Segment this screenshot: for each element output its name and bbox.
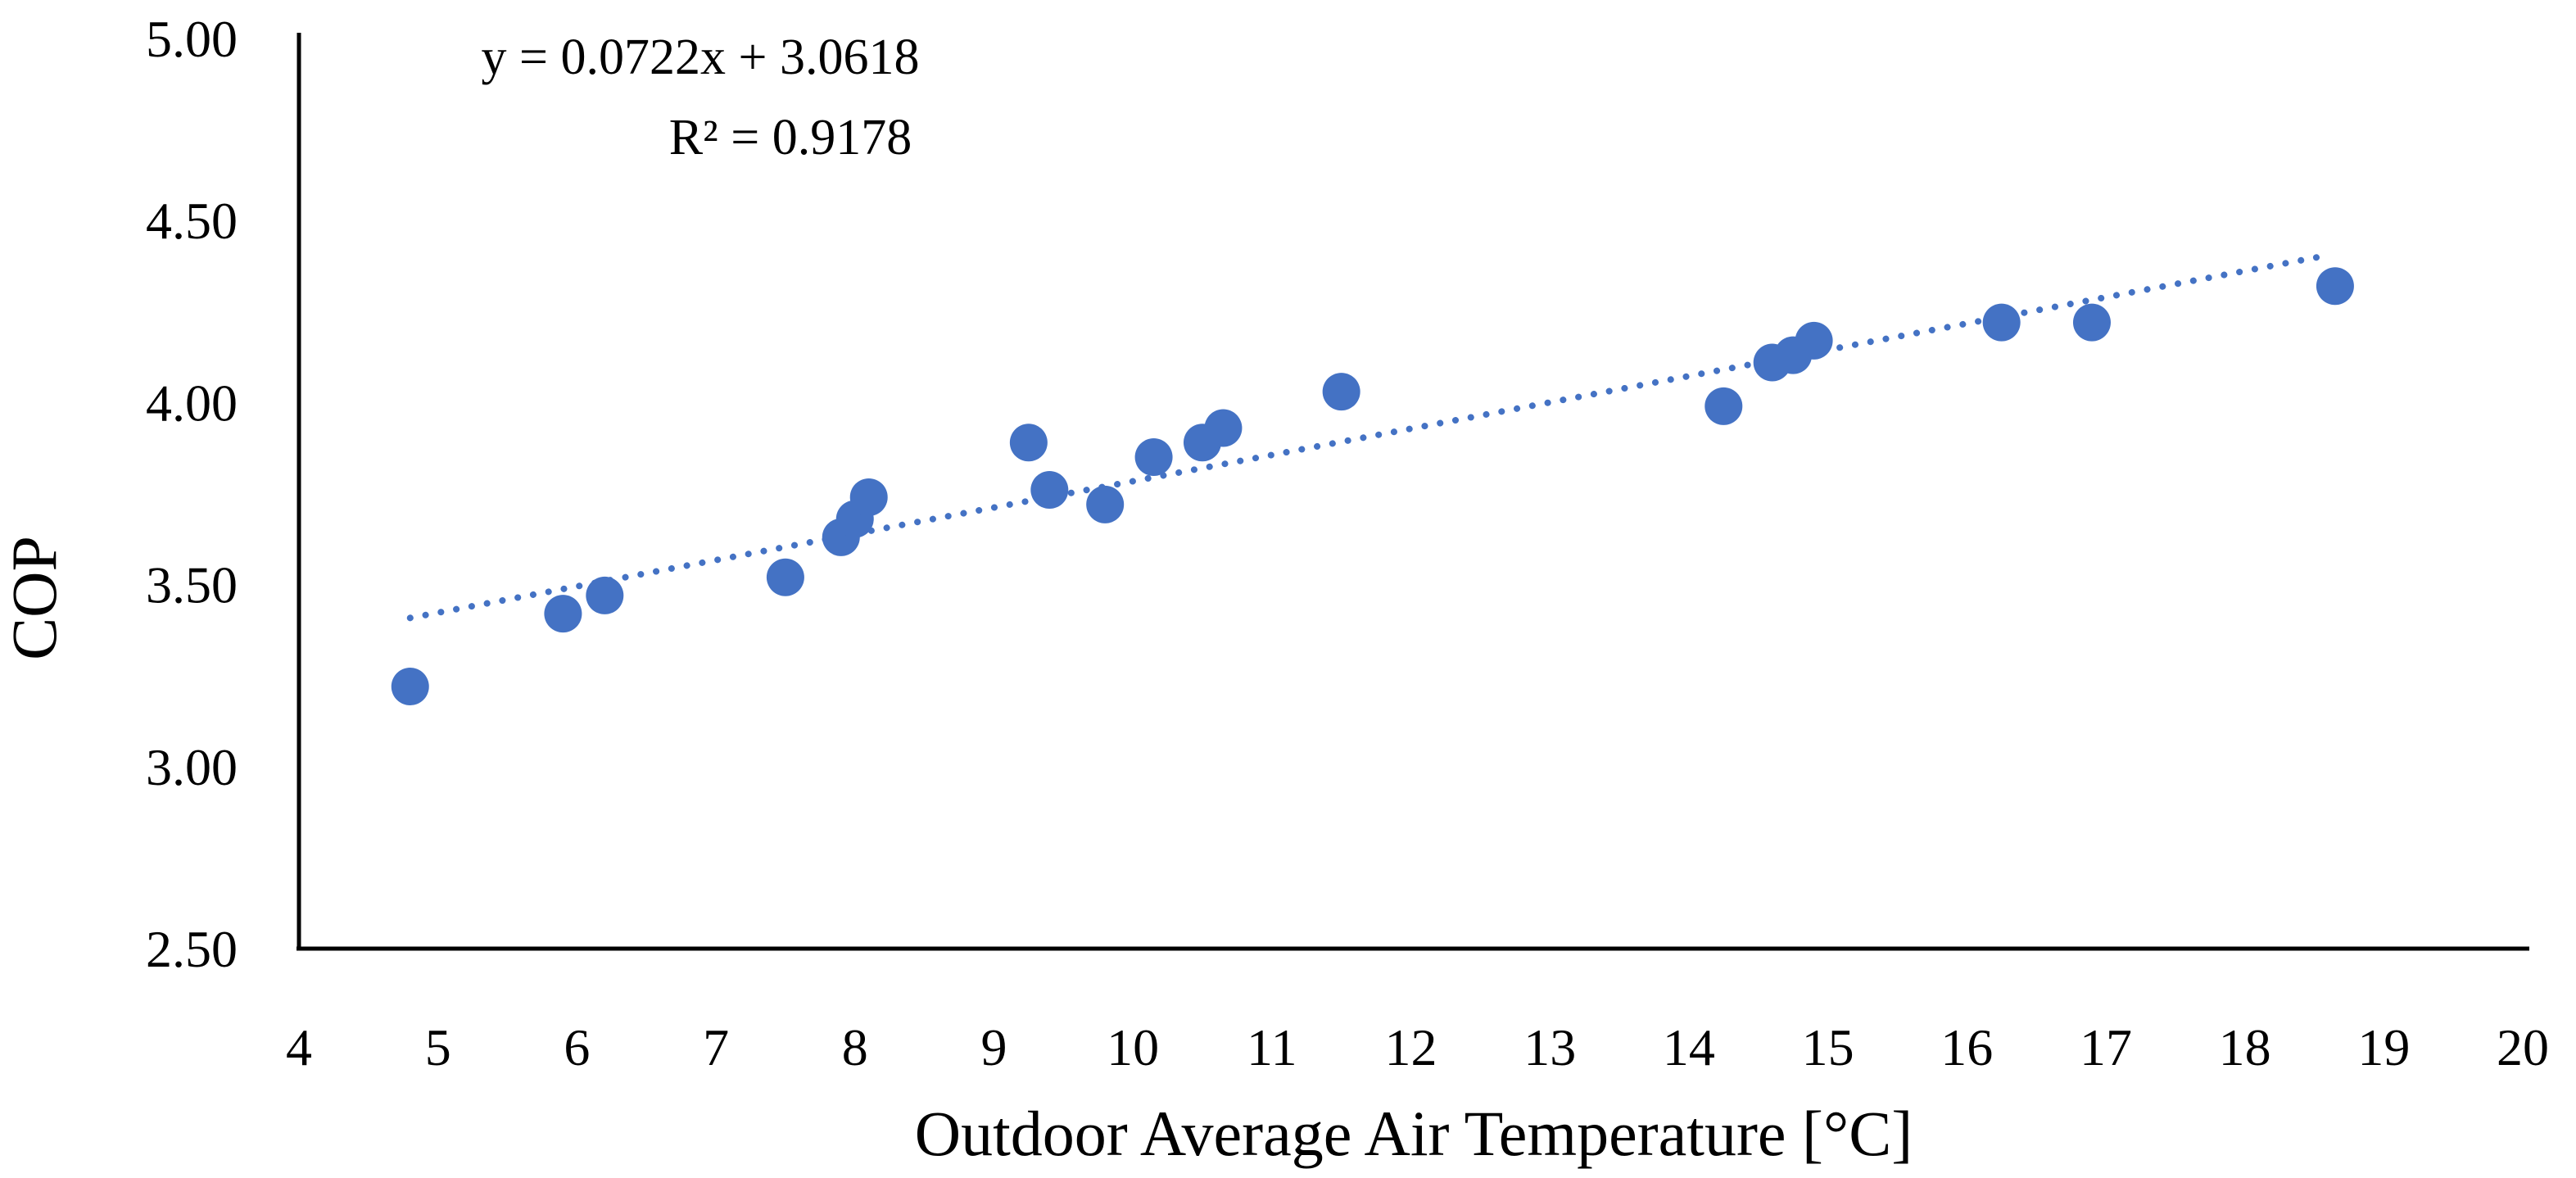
x-tick-label: 13 xyxy=(1523,1018,1576,1076)
y-tick-label: 5.00 xyxy=(146,10,238,68)
trendline-r-squared: R² = 0.9178 xyxy=(669,110,912,165)
x-tick-label: 16 xyxy=(1940,1018,1993,1076)
x-tick-label: 12 xyxy=(1385,1018,1437,1076)
data-points xyxy=(391,267,2354,706)
x-tick-label: 10 xyxy=(1107,1018,1159,1076)
x-tick-label: 7 xyxy=(703,1018,729,1076)
x-tick-label: 11 xyxy=(1247,1018,1297,1076)
data-point xyxy=(1705,387,1743,425)
x-tick-label: 6 xyxy=(564,1018,590,1076)
x-tick-label: 18 xyxy=(2219,1018,2271,1076)
x-tick-label: 4 xyxy=(286,1018,312,1076)
x-tick-label: 19 xyxy=(2357,1018,2410,1076)
trendline xyxy=(406,251,2332,622)
y-tick-label: 3.50 xyxy=(146,556,238,614)
data-point xyxy=(1134,438,1173,477)
y-tick-label: 2.50 xyxy=(146,920,238,978)
data-point xyxy=(1204,409,1243,447)
y-tick-label: 3.00 xyxy=(146,738,238,796)
x-tick-label: 17 xyxy=(2080,1018,2132,1076)
x-tick-label: 8 xyxy=(842,1018,868,1076)
data-point xyxy=(1030,471,1069,510)
data-point xyxy=(2072,303,2111,342)
x-tick-label: 5 xyxy=(425,1018,451,1076)
data-point xyxy=(586,576,624,614)
data-point xyxy=(1982,303,2021,342)
data-point xyxy=(2316,267,2354,306)
data-point xyxy=(1086,485,1125,523)
y-tick-label: 4.50 xyxy=(146,192,238,250)
data-point xyxy=(1009,424,1048,462)
y-tick-label: 4.00 xyxy=(146,374,238,432)
x-tick-label: 14 xyxy=(1663,1018,1715,1076)
x-axis-title: Outdoor Average Air Temperature [°C] xyxy=(915,1098,1913,1169)
trendline-equation: y = 0.0722x + 3.0618 xyxy=(482,29,920,85)
data-point xyxy=(1795,321,1833,360)
data-point xyxy=(544,595,582,633)
x-tick-label: 9 xyxy=(980,1018,1007,1076)
data-point xyxy=(766,558,804,596)
x-tick-label: 20 xyxy=(2497,1018,2549,1076)
data-point xyxy=(391,668,429,706)
data-point xyxy=(849,478,888,516)
x-tick-label: 15 xyxy=(1802,1018,1854,1076)
data-point xyxy=(1322,373,1360,411)
y-tick-labels: 2.50 3.00 3.50 4.00 4.50 5.00 xyxy=(146,10,238,978)
x-tick-labels: 4 5 6 7 8 9 10 11 12 13 14 15 16 17 18 19 20 xyxy=(286,1018,2549,1076)
y-axis-title: COP xyxy=(0,536,70,660)
